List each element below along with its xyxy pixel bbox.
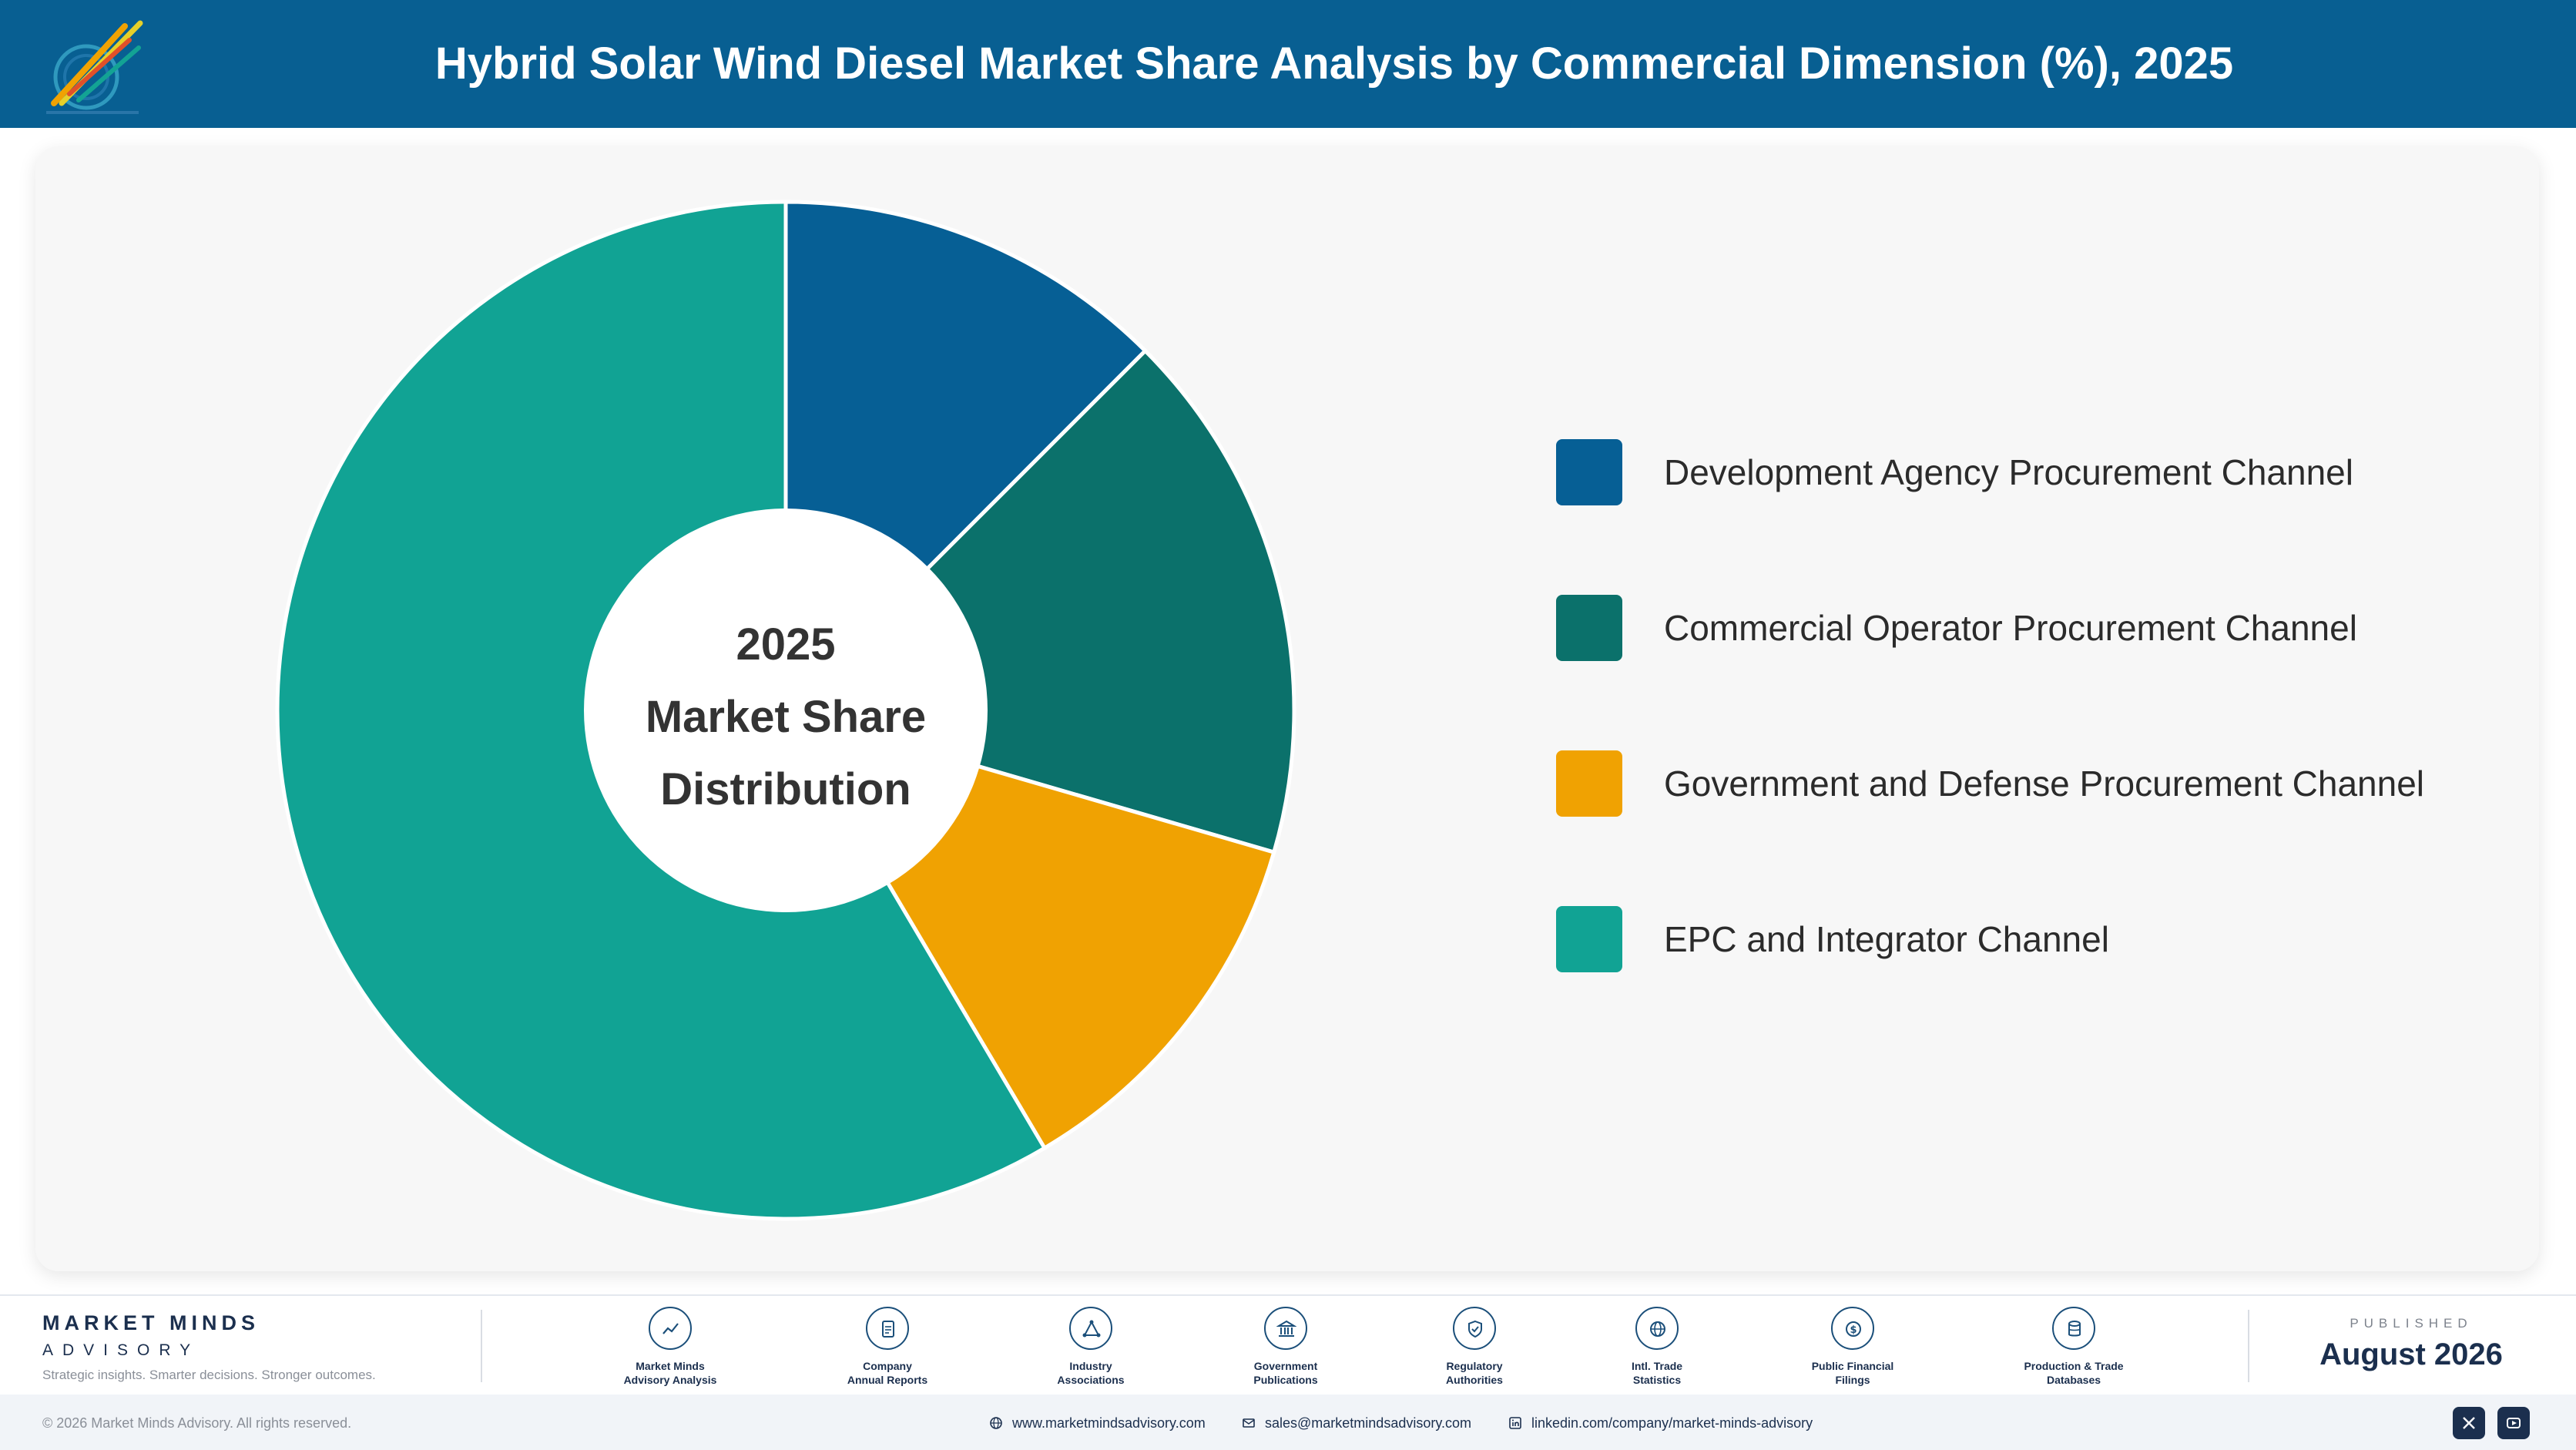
footer-divider: [2248, 1310, 2249, 1382]
footer: MARKET MINDS ADVISORY Strategic insights…: [0, 1294, 2576, 1450]
legend-label: Development Agency Procurement Channel: [1664, 452, 2353, 492]
globe-icon: [1650, 1321, 1665, 1337]
footer-divider: [481, 1310, 482, 1382]
source-label: Statistics: [1632, 1374, 1682, 1386]
header-bar: Hybrid Solar Wind Diesel Market Share An…: [0, 0, 2576, 128]
legend-swatch: [1556, 750, 1622, 817]
donut-chart: [277, 202, 1294, 1219]
source-government-publications: Government Publications: [1209, 1307, 1363, 1387]
legend-label: EPC and Integrator Channel: [1664, 919, 2109, 959]
legend-item-epc-integrator[interactable]: EPC and Integrator Channel: [1556, 906, 2519, 974]
source-industry-associations: Industry Associations: [1014, 1307, 1168, 1387]
x-social-button[interactable]: [2453, 1407, 2485, 1439]
source-label: Publications: [1253, 1374, 1318, 1386]
center-label-line-3: Distribution: [660, 764, 911, 814]
brand-sub: ADVISORY: [42, 1341, 200, 1359]
trend-icon: [662, 1323, 679, 1334]
source-trade-statistics: Intl. Trade Statistics: [1580, 1307, 1734, 1387]
brand-name: MARKET MINDS: [42, 1311, 260, 1334]
source-market-minds: Market Minds Advisory Analysis: [593, 1307, 747, 1387]
website-text: www.marketmindsadvisory.com: [1012, 1415, 1206, 1431]
source-label: Regulatory: [1446, 1360, 1503, 1372]
legend-swatch: [1556, 439, 1622, 505]
legend-item-commercial-operator[interactable]: Commercial Operator Procurement Channel: [1556, 595, 2519, 663]
company-logo-icon: [46, 20, 143, 114]
donut-center-label: 2025 Market Share Distribution: [601, 609, 971, 826]
donut-hole: [584, 509, 988, 912]
legend-label: Commercial Operator Procurement Channel: [1664, 608, 2357, 648]
source-label: Market Minds: [636, 1360, 705, 1372]
data-sources: Market Minds Advisory Analysis Company Ann…: [539, 1307, 2157, 1391]
brand-tagline: Strategic insights. Smarter decisions. S…: [42, 1368, 376, 1382]
source-label: Advisory Analysis: [623, 1374, 717, 1386]
youtube-social-button[interactable]: [2497, 1407, 2530, 1439]
source-label: Annual Reports: [847, 1374, 928, 1386]
email-text: sales@marketmindsadvisory.com: [1265, 1415, 1472, 1431]
source-financial-filings: $ Public Financial Filings: [1776, 1307, 1930, 1387]
footer-bottom-bar: © 2026 Market Minds Advisory. All rights…: [0, 1395, 2576, 1450]
published-block: PUBLISHED August 2026: [2280, 1316, 2542, 1372]
source-label: Authorities: [1446, 1374, 1503, 1386]
network-icon: [1082, 1320, 1101, 1338]
source-label: Government: [1253, 1360, 1318, 1372]
database-icon: [2068, 1321, 2081, 1337]
legend-swatch: [1556, 595, 1622, 661]
published-label: PUBLISHED: [2350, 1316, 2473, 1331]
website-link[interactable]: www.marketmindsadvisory.com: [989, 1395, 1206, 1450]
source-label: Associations: [1057, 1374, 1125, 1386]
source-label: Industry: [1069, 1360, 1112, 1372]
source-label: Filings: [1835, 1374, 1870, 1386]
legend-label: Government and Defense Procurement Chann…: [1664, 764, 2425, 804]
coin-icon: $: [1846, 1321, 1861, 1337]
shield-icon: [1468, 1320, 1482, 1338]
legend-item-government-defense[interactable]: Government and Defense Procurement Chann…: [1556, 750, 2519, 818]
source-regulatory-authorities: Regulatory Authorities: [1397, 1307, 1551, 1387]
center-label-line-1: 2025: [736, 619, 836, 670]
x-logo-icon: [2463, 1417, 2475, 1429]
linkedin-link[interactable]: linkedin.com/company/market-minds-adviso…: [1508, 1395, 1813, 1450]
source-label: Company: [863, 1360, 912, 1372]
mail-icon: [1243, 1418, 1255, 1428]
source-production-databases: Production & Trade Databases: [1997, 1307, 2151, 1387]
footer-brand: MARKET MINDS ADVISORY Strategic insights…: [42, 1311, 376, 1383]
published-date: August 2026: [2319, 1338, 2503, 1371]
linkedin-icon: [1509, 1417, 1521, 1429]
svg-text:$: $: [1850, 1324, 1857, 1336]
source-label: Databases: [2046, 1374, 2101, 1386]
copyright-text: © 2026 Market Minds Advisory. All rights…: [42, 1415, 352, 1431]
email-link[interactable]: sales@marketmindsadvisory.com: [1242, 1395, 1471, 1450]
source-label: Intl. Trade: [1631, 1360, 1683, 1372]
source-label: Public Financial: [1811, 1360, 1894, 1372]
youtube-icon: [2507, 1418, 2521, 1428]
center-label-line-2: Market Share: [645, 692, 927, 742]
legend-item-development-agency[interactable]: Development Agency Procurement Channel: [1556, 439, 2519, 507]
source-label: Production & Trade: [2024, 1360, 2124, 1372]
globe-icon: [990, 1417, 1002, 1429]
source-company-reports: Company Annual Reports: [810, 1307, 964, 1387]
document-icon: [882, 1321, 894, 1338]
legend-swatch: [1556, 906, 1622, 972]
building-icon: [1276, 1320, 1296, 1337]
page-title: Hybrid Solar Wind Diesel Market Share An…: [434, 39, 2234, 89]
linkedin-text: linkedin.com/company/market-minds-adviso…: [1531, 1415, 1813, 1431]
